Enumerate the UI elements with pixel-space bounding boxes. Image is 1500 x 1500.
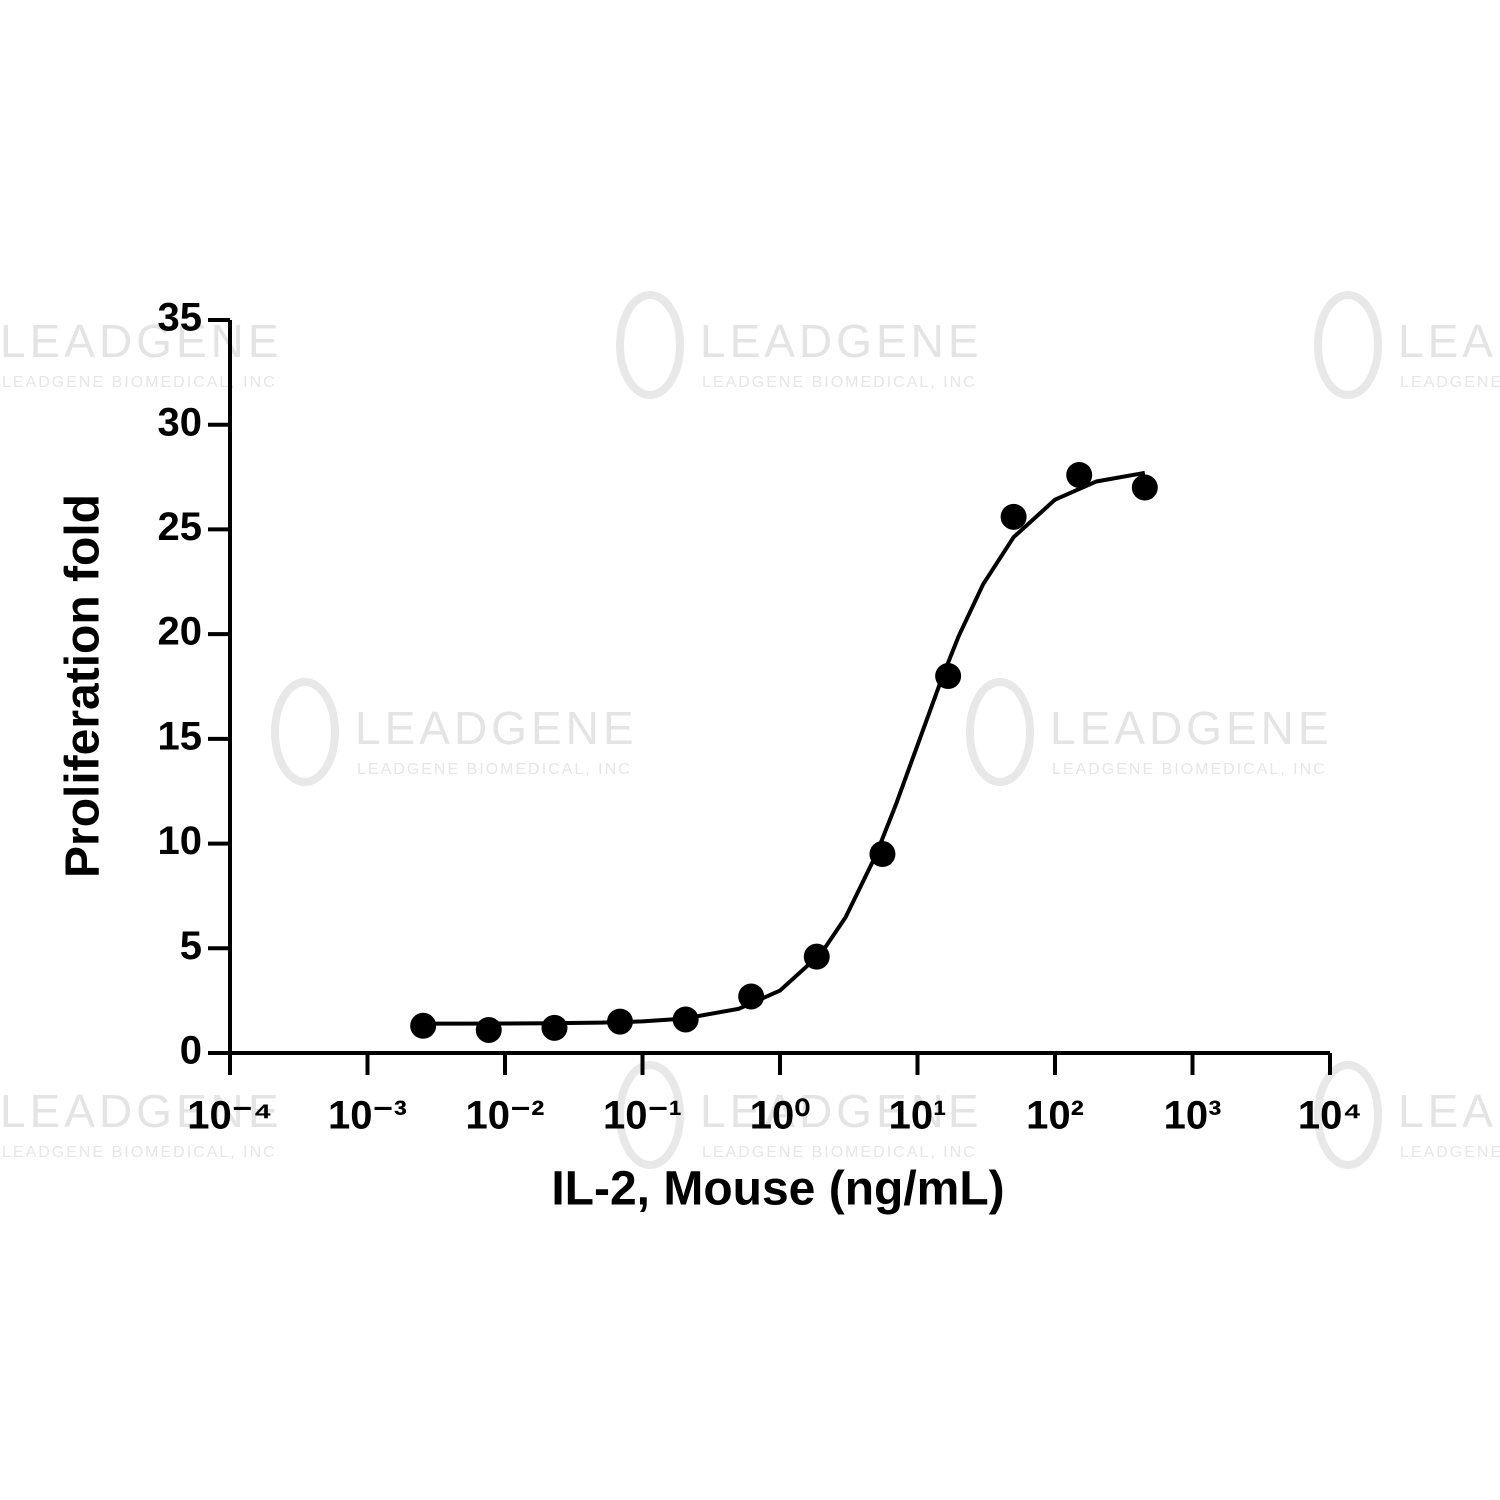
watermark-company: LEADGENE BIOMEDICAL, INC <box>357 761 632 778</box>
y-axis-title: Proliferation fold <box>57 494 110 878</box>
watermark-logo <box>616 1061 684 1169</box>
watermark-company: LEADGENE BIOMEDICAL, INC <box>1400 374 1500 391</box>
y-tick-label: 30 <box>158 400 203 444</box>
y-tick-label: 10 <box>158 819 203 863</box>
x-tick-label: 10⁴ <box>1298 1094 1362 1138</box>
data-point <box>1000 503 1027 530</box>
data-point <box>1131 474 1158 501</box>
watermark-logo <box>271 678 339 786</box>
watermark-brand: LEADGENE <box>355 702 638 754</box>
data-point <box>869 841 896 868</box>
y-tick-label: 5 <box>180 924 202 968</box>
watermark-logo <box>616 291 684 399</box>
watermark-company: LEADGENE BIOMEDICAL, INC <box>1400 1144 1500 1161</box>
watermark-logo <box>1314 291 1382 399</box>
watermark-logo <box>1314 1061 1382 1169</box>
watermark-brand: LEADGENE <box>700 315 983 367</box>
y-tick-label: 20 <box>158 610 203 654</box>
data-point <box>475 1016 502 1043</box>
x-tick-label: 10³ <box>1164 1094 1222 1138</box>
watermark-brand: LEADGENE <box>1398 1085 1500 1137</box>
watermark-logo <box>966 678 1034 786</box>
x-axis-title: IL-2, Mouse (ng/mL) <box>551 1163 1004 1216</box>
watermark-company: LEADGENE BIOMEDICAL, INC <box>2 1144 277 1161</box>
watermark-brand: LEADGENE <box>0 1085 283 1137</box>
watermark-company: LEADGENE BIOMEDICAL, INC <box>1052 761 1327 778</box>
x-tick-label: 10⁻³ <box>328 1094 407 1138</box>
x-tick-label: 10¹ <box>889 1094 947 1138</box>
watermark-company: LEADGENE BIOMEDICAL, INC <box>2 374 277 391</box>
watermark-brand: LEADGENE <box>700 1085 983 1137</box>
x-tick-label: 10⁰ <box>750 1094 811 1138</box>
data-point <box>1066 461 1093 488</box>
fit-curve <box>422 470 1146 1026</box>
watermark-brand: LEADGENE <box>1050 702 1333 754</box>
y-tick-label: 25 <box>158 505 203 549</box>
watermark-brand: LEADGENE <box>1398 315 1500 367</box>
data-point <box>410 1012 437 1039</box>
y-tick-label: 0 <box>180 1029 202 1073</box>
y-tick-label: 35 <box>158 296 203 340</box>
x-tick-label: 10⁻⁴ <box>187 1094 272 1138</box>
data-point <box>738 983 765 1010</box>
data-point <box>541 1014 568 1041</box>
watermark-company: LEADGENE BIOMEDICAL, INC <box>702 374 977 391</box>
watermark-brand: LEADGENE <box>0 315 283 367</box>
x-tick-label: 10² <box>1026 1094 1084 1138</box>
watermark-company: LEADGENE BIOMEDICAL, INC <box>702 1144 977 1161</box>
watermark-layer: LEADGENE LEADGENE BIOMEDICAL, INC LEADGENE… <box>0 291 1500 1169</box>
y-tick-label: 15 <box>158 714 203 758</box>
x-tick-label: 10⁻¹ <box>603 1094 682 1138</box>
x-tick-label: 10⁻² <box>466 1094 545 1138</box>
